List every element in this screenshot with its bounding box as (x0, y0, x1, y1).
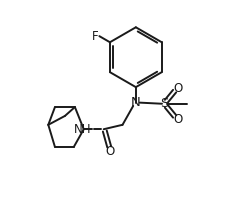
Text: NH: NH (74, 123, 91, 136)
Text: O: O (173, 113, 183, 126)
Text: N: N (131, 96, 141, 109)
Text: O: O (106, 145, 115, 158)
Text: F: F (92, 30, 99, 43)
Text: O: O (173, 82, 183, 95)
Text: S: S (161, 97, 169, 110)
